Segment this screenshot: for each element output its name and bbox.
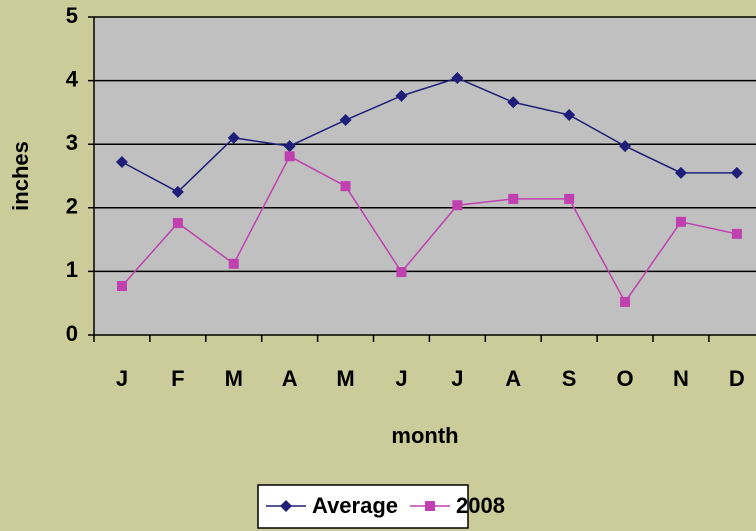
x-tick-label: J [395,366,407,391]
x-tick-label: J [451,366,463,391]
y-tick-label: 1 [66,257,78,282]
x-tick-label: O [616,366,633,391]
x-tick-label: M [336,366,354,391]
legend-label: Average [312,493,398,518]
y-tick-label: 5 [66,3,78,28]
x-tick-label: F [171,366,184,391]
point [564,193,575,204]
point [730,166,743,179]
point [395,89,408,102]
point [116,281,127,292]
series-line [121,155,738,304]
point [283,140,296,153]
y-tick-label: 3 [66,130,78,155]
plot-area [94,17,756,335]
series-line [121,77,737,193]
legend: Average 2008 [257,484,505,529]
x-tick-label: S [562,366,577,391]
point [340,181,351,192]
point [171,185,184,198]
point [452,200,463,211]
x-tick-label: A [505,366,521,391]
point [620,296,631,307]
point [227,131,240,144]
point [675,216,686,227]
point [674,166,687,179]
x-axis-label: month [391,423,458,448]
y-axis-label: inches [8,141,33,211]
x-tick-label: M [225,366,243,391]
point [508,193,519,204]
x-tick-label: N [673,366,689,391]
point [228,258,239,269]
x-tick-label: D [729,366,745,391]
point [172,218,183,229]
x-tick-label: J [116,366,128,391]
point [563,108,576,121]
point [731,228,742,239]
point [339,114,352,127]
y-tick-label: 2 [66,194,78,219]
point [507,96,520,109]
x-tick-label: A [282,366,298,391]
point [284,151,295,162]
point [115,156,128,169]
point [280,500,292,512]
point [451,72,464,85]
y-tick-label: 0 [66,321,78,346]
point [425,501,436,511]
point [619,140,632,153]
y-tick-label: 4 [66,66,79,91]
legend-label: 2008 [456,493,505,518]
point [396,267,407,278]
